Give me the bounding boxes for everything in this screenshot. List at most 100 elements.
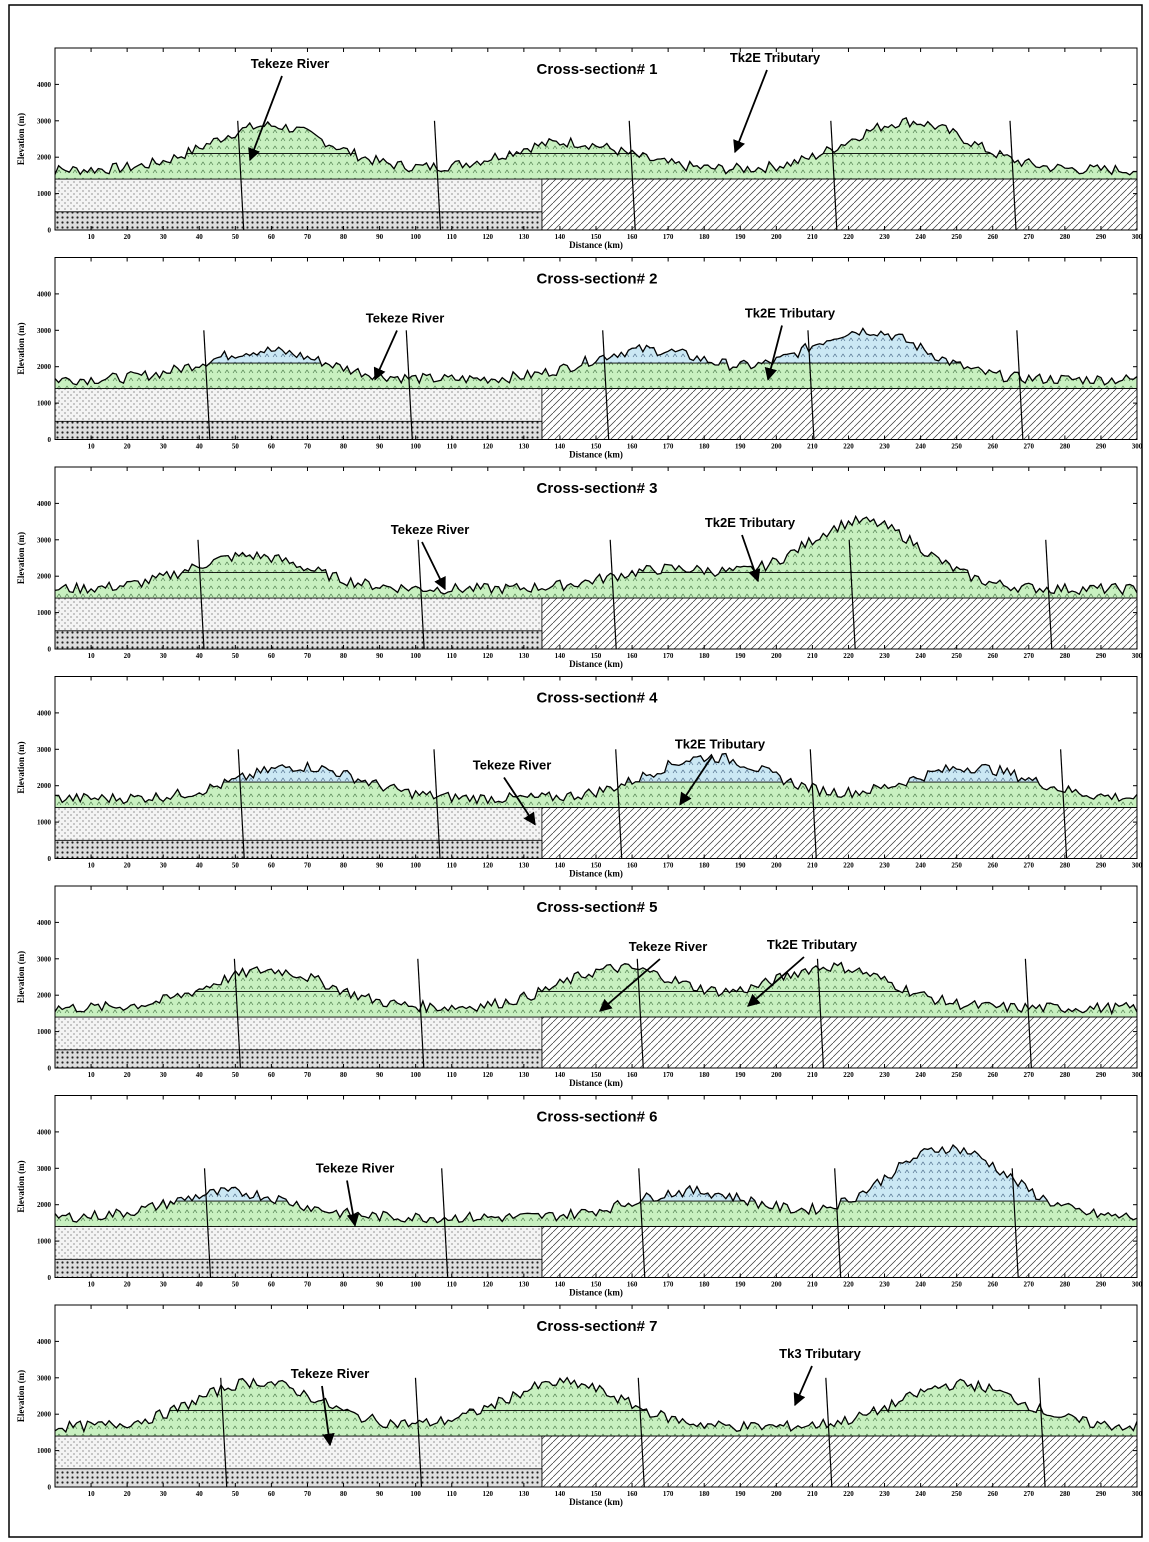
y-tick-label: 1000: [37, 1447, 52, 1455]
x-tick-label: 240: [915, 1281, 926, 1289]
y-tick-label: 0: [48, 646, 52, 654]
x-tick-label: 300: [1132, 1490, 1143, 1498]
x-tick-label: 300: [1132, 233, 1143, 241]
cross-section: 1020304050607080901001101201301401501601…: [16, 467, 1143, 669]
x-tick-label: 100: [410, 1490, 421, 1498]
x-tick-label: 180: [699, 862, 710, 870]
x-tick-label: 250: [951, 1490, 962, 1498]
x-tick-label: 110: [447, 1490, 458, 1498]
x-tick-label: 70: [304, 862, 312, 870]
x-tick-label: 140: [555, 652, 566, 660]
x-tick-label: 30: [160, 233, 168, 241]
x-tick-label: 180: [699, 233, 710, 241]
x-tick-label: 20: [124, 1490, 132, 1498]
y-tick-label: 3000: [37, 536, 52, 544]
x-tick-label: 10: [88, 233, 96, 241]
x-tick-label: 110: [447, 652, 458, 660]
y-tick-label: 3000: [37, 955, 52, 963]
x-tick-label: 90: [376, 1490, 384, 1498]
y-axis-label: Elevation (m): [16, 1370, 26, 1422]
x-tick-label: 170: [663, 443, 674, 451]
x-tick-label: 170: [663, 1281, 674, 1289]
x-tick-label: 270: [1024, 233, 1035, 241]
x-tick-label: 180: [699, 1281, 710, 1289]
x-tick-label: 230: [879, 862, 890, 870]
x-axis-label: Distance (km): [569, 1497, 623, 1507]
x-tick-label: 300: [1132, 1281, 1143, 1289]
x-tick-label: 220: [843, 652, 854, 660]
x-tick-label: 260: [987, 1490, 998, 1498]
x-tick-label: 40: [196, 1071, 204, 1079]
x-tick-label: 100: [410, 443, 421, 451]
x-tick-label: 50: [232, 1490, 240, 1498]
x-tick-label: 210: [807, 1490, 818, 1498]
x-tick-label: 10: [88, 862, 96, 870]
x-tick-label: 60: [268, 1071, 276, 1079]
annotation: Tekeze River: [316, 1161, 395, 1176]
x-tick-label: 230: [879, 1071, 890, 1079]
x-tick-label: 300: [1132, 862, 1143, 870]
x-tick-label: 120: [483, 1071, 494, 1079]
y-tick-label: 1000: [37, 1028, 52, 1036]
x-tick-label: 180: [699, 1490, 710, 1498]
x-tick-label: 90: [376, 443, 384, 451]
x-tick-label: 220: [843, 1490, 854, 1498]
x-tick-label: 260: [987, 233, 998, 241]
layer-coarse: [55, 421, 542, 439]
annotation: Tekeze River: [473, 758, 552, 773]
x-tick-label: 80: [340, 1490, 348, 1498]
x-tick-label: 120: [483, 233, 494, 241]
x-tick-label: 110: [447, 233, 458, 241]
x-tick-label: 270: [1024, 1071, 1035, 1079]
y-tick-label: 3000: [37, 327, 52, 335]
x-tick-label: 180: [699, 443, 710, 451]
x-tick-label: 60: [268, 652, 276, 660]
annotation: Tk2E Tributary: [675, 737, 766, 752]
x-tick-label: 230: [879, 233, 890, 241]
x-tick-label: 240: [915, 1490, 926, 1498]
x-tick-label: 60: [268, 443, 276, 451]
layer-basement: [542, 179, 1137, 230]
x-tick-label: 80: [340, 1071, 348, 1079]
x-tick-label: 70: [304, 1071, 312, 1079]
x-tick-label: 100: [410, 233, 421, 241]
x-tick-label: 100: [410, 652, 421, 660]
x-tick-label: 20: [124, 1071, 132, 1079]
x-tick-label: 100: [410, 862, 421, 870]
layer-coarse: [55, 631, 542, 649]
x-tick-label: 30: [160, 1071, 168, 1079]
x-tick-label: 220: [843, 1281, 854, 1289]
x-tick-label: 250: [951, 652, 962, 660]
x-tick-label: 160: [627, 1071, 638, 1079]
x-tick-label: 230: [879, 652, 890, 660]
x-tick-label: 60: [268, 233, 276, 241]
x-tick-label: 130: [519, 862, 530, 870]
x-tick-label: 180: [699, 652, 710, 660]
x-tick-label: 230: [879, 443, 890, 451]
y-tick-label: 4000: [37, 1128, 52, 1136]
x-tick-label: 220: [843, 1071, 854, 1079]
x-tick-label: 260: [987, 443, 998, 451]
x-tick-label: 10: [88, 1281, 96, 1289]
y-tick-label: 4000: [37, 500, 52, 508]
panel-title: Cross-section# 6: [537, 1109, 658, 1126]
layer-basement: [542, 808, 1137, 859]
x-tick-label: 50: [232, 1071, 240, 1079]
x-tick-label: 240: [915, 443, 926, 451]
x-tick-label: 90: [376, 233, 384, 241]
x-tick-label: 130: [519, 1071, 530, 1079]
x-tick-label: 130: [519, 233, 530, 241]
x-tick-label: 270: [1024, 652, 1035, 660]
x-tick-label: 290: [1096, 1281, 1107, 1289]
annotation: Tk3 Tributary: [779, 1346, 861, 1361]
x-tick-label: 110: [447, 1071, 458, 1079]
x-tick-label: 80: [340, 862, 348, 870]
x-tick-label: 170: [663, 862, 674, 870]
y-tick-label: 2000: [37, 1201, 52, 1209]
x-tick-label: 20: [124, 1281, 132, 1289]
x-tick-label: 270: [1024, 1281, 1035, 1289]
y-axis-label: Elevation (m): [16, 951, 26, 1003]
x-axis-label: Distance (km): [569, 1288, 623, 1298]
x-tick-label: 120: [483, 1490, 494, 1498]
x-tick-label: 190: [735, 1281, 746, 1289]
